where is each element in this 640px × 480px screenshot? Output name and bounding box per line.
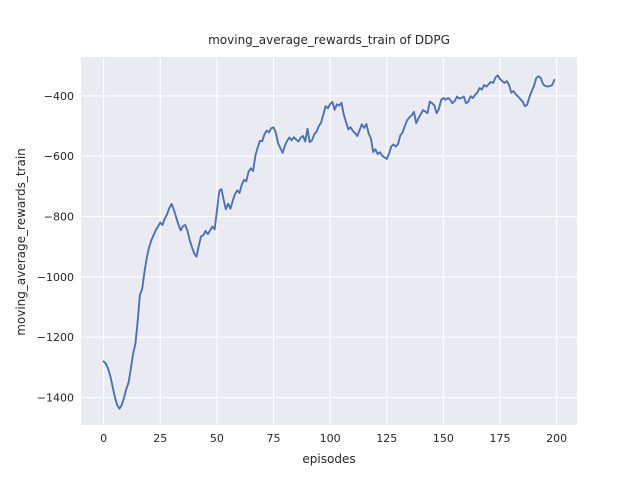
y-tick-label: −1000 [37,271,74,284]
y-tick-label: −800 [44,211,74,224]
axes-background [81,57,577,425]
x-tick-label: 125 [376,432,397,445]
y-tick-label: −1200 [37,331,74,344]
y-tick-label: −1400 [37,392,74,405]
x-tick-label: 175 [489,432,510,445]
x-tick-label: 200 [546,432,567,445]
x-tick-label: 150 [433,432,454,445]
x-tick-label: 100 [320,432,341,445]
x-tick-label: 0 [100,432,107,445]
data-line-series [102,74,556,410]
x-axis-label: episodes [302,452,356,466]
chart-title: moving_average_rewards_train of DDPG [208,33,450,47]
y-tick-label: −400 [44,90,74,103]
x-tick-label: 25 [153,432,167,445]
y-tick-label: −600 [44,150,74,163]
x-tick-label: 50 [210,432,224,445]
x-tick-label: 75 [267,432,281,445]
